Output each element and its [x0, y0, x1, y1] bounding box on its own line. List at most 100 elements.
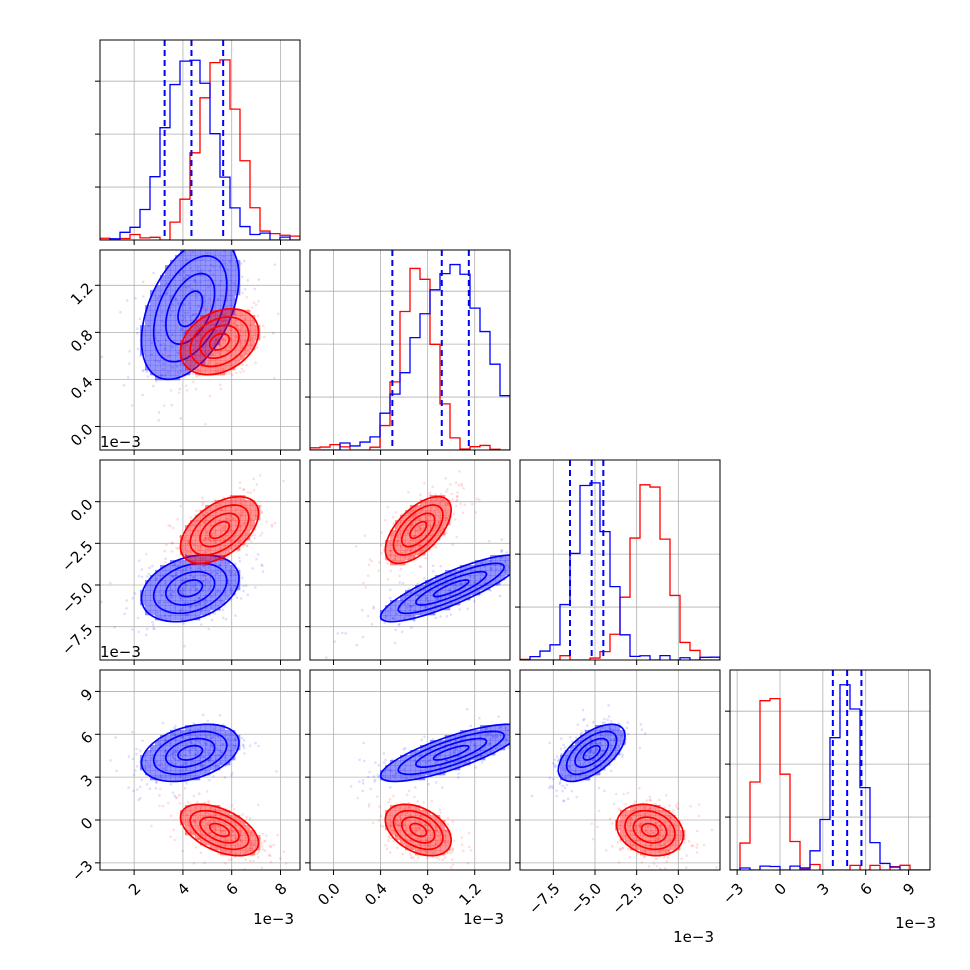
- scatter-point: [228, 539, 232, 542]
- density-cell: [215, 335, 221, 341]
- density-cell: [200, 565, 206, 571]
- scatter-point: [638, 822, 642, 826]
- density-cell: [220, 325, 226, 331]
- scatter-point: [139, 354, 142, 357]
- density-cell: [220, 510, 226, 516]
- density-cell: [200, 610, 206, 616]
- scatter-point: [373, 780, 376, 783]
- density-cell: [200, 550, 206, 556]
- scatter-point: [189, 321, 193, 325]
- scatter-point: [232, 834, 236, 837]
- scatter-point: [453, 574, 457, 578]
- density-cell: [215, 310, 221, 316]
- scatter-point: [263, 335, 266, 339]
- scatter-point: [238, 556, 241, 560]
- scatter-point: [574, 716, 577, 719]
- scatter-point: [136, 347, 140, 351]
- scatter-point: [205, 822, 209, 826]
- density-cell: [175, 740, 181, 746]
- scatter-point: [218, 828, 222, 831]
- scatter-point: [190, 741, 193, 745]
- scatter-point: [207, 820, 211, 823]
- density-cell: [170, 345, 176, 351]
- scatter-point: [457, 750, 461, 754]
- density-cell: [180, 325, 186, 331]
- scatter-point: [113, 626, 116, 629]
- scatter-point: [188, 274, 191, 277]
- scatter-point: [387, 800, 390, 804]
- scatter-point: [205, 308, 208, 311]
- density-cell: [165, 605, 171, 611]
- scatter-point: [386, 817, 390, 821]
- density-cell: [230, 815, 236, 821]
- scatter-point: [503, 560, 507, 563]
- scatter-point: [223, 262, 226, 265]
- scatter-point: [388, 797, 392, 801]
- density-cell: [185, 345, 191, 351]
- scatter-point: [410, 523, 413, 527]
- scatter-point: [109, 759, 112, 762]
- density-cell: [495, 735, 501, 741]
- density-cell: [165, 330, 171, 336]
- scatter-point: [423, 588, 426, 592]
- scatter-point: [201, 589, 205, 593]
- density-cell: [190, 760, 196, 766]
- scatter-point: [662, 843, 666, 847]
- offset-label: 1e−3: [463, 910, 504, 928]
- scatter-point: [527, 714, 530, 717]
- density-cell: [405, 520, 411, 526]
- contour-line: [152, 730, 228, 776]
- scatter-point: [152, 384, 155, 388]
- scatter-point: [577, 756, 581, 759]
- density-cell: [205, 545, 211, 551]
- density-cell: [440, 760, 446, 766]
- density-cell: [165, 270, 171, 276]
- scatter-point: [449, 851, 452, 855]
- offset-label: 1e−3: [100, 433, 141, 451]
- scatter-point: [385, 562, 389, 565]
- scatter-point: [410, 510, 414, 514]
- density-cell: [415, 820, 421, 826]
- density-cell: [200, 320, 206, 326]
- density-cell: [405, 805, 411, 811]
- density-cell: [235, 740, 241, 746]
- scatter-point: [685, 854, 689, 857]
- scatter-point: [178, 272, 181, 276]
- density-cell: [250, 500, 256, 506]
- density-cell: [385, 610, 391, 616]
- scatter-point: [562, 765, 565, 769]
- scatter-point: [193, 350, 197, 354]
- density-cell: [195, 765, 201, 771]
- density-cell: [195, 325, 201, 331]
- scatter-point: [142, 368, 146, 372]
- density-cell: [250, 515, 256, 521]
- density-cell: [215, 605, 221, 611]
- scatter-point: [115, 769, 118, 773]
- density-cell: [475, 750, 481, 756]
- density-cell: [150, 755, 156, 761]
- density-cell: [235, 350, 241, 356]
- scatter-point: [207, 573, 210, 577]
- scatter-point: [416, 530, 420, 533]
- contour-line: [379, 723, 510, 783]
- density-cell: [400, 530, 406, 536]
- scatter-point: [212, 342, 216, 345]
- scatter-point: [183, 601, 187, 605]
- scatter-point: [222, 829, 226, 833]
- scatter-point: [202, 320, 206, 323]
- density-cell: [420, 820, 426, 826]
- scatter-point: [214, 827, 218, 830]
- density-cell: [170, 735, 176, 741]
- density-cell: [575, 745, 581, 751]
- density-cell: [215, 295, 221, 301]
- scatter-point: [204, 350, 207, 354]
- density-cell: [390, 605, 396, 611]
- scatter-point: [240, 514, 244, 517]
- scatter-point: [662, 856, 666, 859]
- density-cell: [485, 560, 491, 566]
- scatter-point: [167, 370, 170, 374]
- scatter-point: [180, 608, 183, 611]
- scatter-point: [621, 755, 624, 759]
- density-cell: [195, 580, 201, 586]
- scatter-point: [229, 337, 233, 341]
